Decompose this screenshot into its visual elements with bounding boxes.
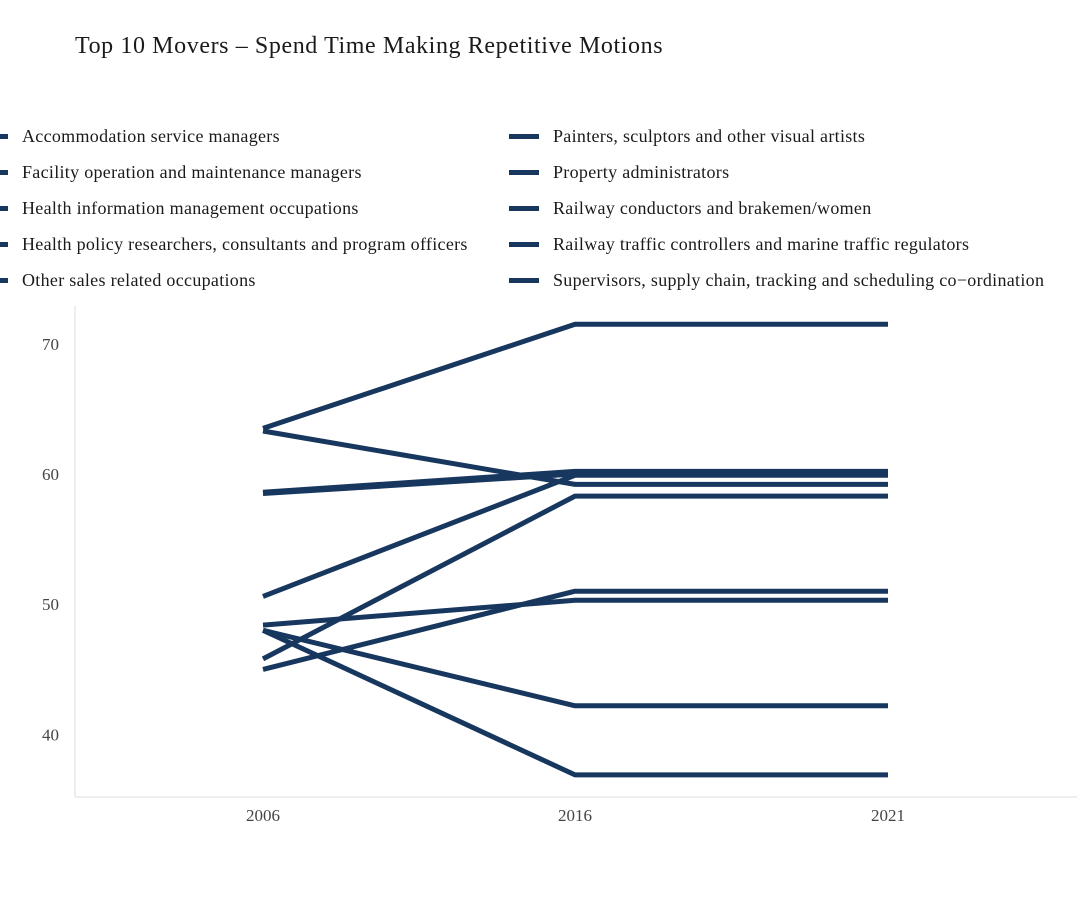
legend-swatch bbox=[0, 241, 8, 247]
legend-item: Facility operation and maintenance manag… bbox=[0, 154, 362, 190]
series-line bbox=[262, 627, 888, 709]
legend-item: Accommodation service managers bbox=[0, 118, 280, 154]
legend-swatch bbox=[509, 133, 539, 139]
x-tick-label: 2016 bbox=[558, 806, 592, 825]
y-tick-labels: 40 50 60 70 bbox=[42, 335, 59, 745]
legend-swatch bbox=[0, 205, 8, 211]
x-tick-labels: 2006 2016 2021 bbox=[246, 806, 905, 825]
series-line bbox=[261, 628, 888, 778]
y-tick-label: 40 bbox=[42, 725, 59, 744]
x-tick-label: 2021 bbox=[871, 806, 905, 825]
series-line bbox=[261, 493, 888, 662]
legend-item: Supervisors, supply chain, tracking and … bbox=[509, 262, 1044, 298]
legend-label: Accommodation service managers bbox=[22, 125, 280, 146]
series-line bbox=[262, 471, 888, 496]
legend-label: Health policy researchers, consultants a… bbox=[22, 233, 468, 254]
chart-title: Top 10 Movers – Spend Time Making Repeti… bbox=[75, 33, 664, 59]
legend-swatch bbox=[509, 277, 539, 283]
legend-item: Health information management occupation… bbox=[0, 190, 359, 226]
legend-label: Painters, sculptors and other visual art… bbox=[553, 125, 866, 146]
legend-item: Painters, sculptors and other visual art… bbox=[509, 118, 865, 154]
chart-legend: Accommodation service managers Facility o… bbox=[0, 118, 1088, 298]
series-line bbox=[262, 597, 888, 628]
legend-swatch bbox=[0, 277, 8, 283]
legend-item: Railway traffic controllers and marine t… bbox=[509, 226, 969, 262]
legend-label: Health information management occupation… bbox=[22, 197, 359, 218]
legend-item: Railway conductors and brakemen/women bbox=[509, 190, 872, 226]
y-tick-label: 50 bbox=[42, 595, 59, 614]
legend-label: Railway traffic controllers and marine t… bbox=[553, 233, 970, 254]
legend-swatch bbox=[0, 169, 8, 175]
series-line bbox=[262, 428, 888, 487]
series-line bbox=[262, 321, 888, 431]
legend-swatch bbox=[509, 169, 539, 175]
legend-label: Property administrators bbox=[553, 161, 730, 182]
legend-label: Other sales related occupations bbox=[22, 269, 256, 290]
series-line bbox=[262, 588, 888, 672]
legend-label: Railway conductors and brakemen/women bbox=[553, 197, 872, 218]
legend-item: Other sales related occupations bbox=[0, 262, 256, 298]
legend-label: Supervisors, supply chain, tracking and … bbox=[553, 269, 1045, 290]
legend-item: Health policy researchers, consultants a… bbox=[0, 226, 468, 262]
legend-swatch bbox=[509, 205, 539, 211]
legend-swatch bbox=[509, 241, 539, 247]
series-line bbox=[262, 472, 888, 599]
x-tick-label: 2006 bbox=[246, 806, 280, 825]
legend-item: Property administrators bbox=[509, 154, 729, 190]
series-lines bbox=[261, 321, 888, 778]
legend-swatch bbox=[0, 133, 8, 139]
y-tick-label: 60 bbox=[42, 465, 59, 484]
y-tick-label: 70 bbox=[42, 335, 59, 354]
legend-label: Facility operation and maintenance manag… bbox=[22, 161, 362, 182]
